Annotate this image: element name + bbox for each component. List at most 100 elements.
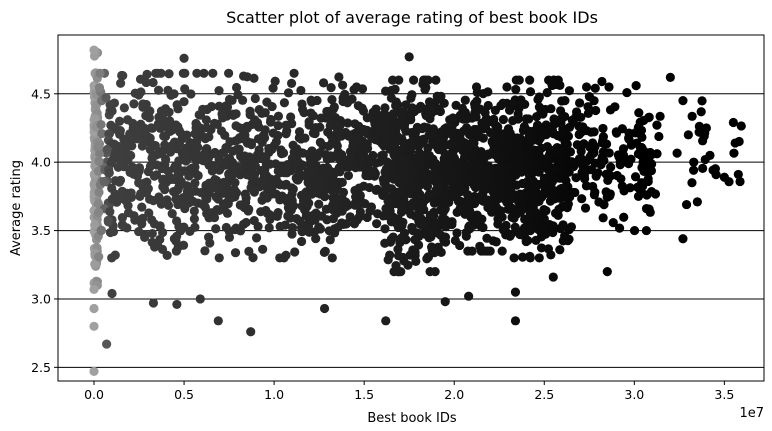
- data-point: [171, 236, 181, 246]
- data-point: [530, 207, 540, 217]
- data-point: [736, 121, 746, 131]
- data-point: [563, 199, 573, 209]
- data-point: [228, 110, 238, 121]
- data-point: [214, 253, 224, 263]
- data-point: [389, 146, 399, 156]
- data-point: [202, 194, 212, 204]
- data-point: [123, 115, 133, 125]
- data-point: [556, 106, 566, 116]
- data-point: [351, 82, 362, 92]
- data-point: [172, 100, 182, 110]
- data-point: [398, 113, 408, 123]
- data-point: [110, 250, 120, 260]
- data-point: [574, 154, 585, 164]
- data-point: [476, 246, 486, 256]
- data-point: [555, 245, 565, 255]
- data-point: [353, 101, 363, 111]
- data-point: [326, 82, 336, 93]
- data-point: [460, 197, 470, 207]
- data-point: [300, 190, 311, 200]
- data-point: [641, 225, 652, 236]
- data-point: [424, 189, 434, 199]
- data-point: [542, 88, 552, 98]
- data-point: [297, 133, 307, 143]
- data-point: [240, 189, 250, 199]
- data-point: [583, 108, 593, 119]
- data-point: [379, 124, 389, 134]
- data-point: [462, 160, 473, 170]
- data-point: [546, 104, 556, 114]
- data-point: [616, 174, 626, 184]
- data-point: [221, 101, 231, 111]
- data-point: [392, 131, 402, 141]
- data-point: [154, 149, 165, 159]
- data-point: [654, 131, 664, 142]
- data-point: [317, 211, 327, 221]
- data-point: [245, 106, 255, 116]
- data-point: [665, 72, 675, 82]
- data-point: [511, 170, 521, 180]
- data-point: [148, 77, 158, 88]
- data-point: [481, 195, 492, 205]
- data-point: [428, 220, 438, 230]
- data-point: [464, 291, 474, 301]
- data-point: [297, 161, 307, 171]
- data-point: [121, 140, 131, 151]
- data-point: [401, 126, 411, 136]
- data-point: [119, 103, 129, 113]
- data-point: [165, 147, 176, 157]
- data-point: [201, 183, 211, 193]
- chart-title: Scatter plot of average rating of best b…: [226, 8, 598, 27]
- data-point: [572, 140, 582, 150]
- data-point: [95, 148, 105, 158]
- data-point: [177, 130, 187, 140]
- data-point: [524, 131, 534, 142]
- data-point: [159, 108, 169, 118]
- data-point: [589, 127, 599, 137]
- data-point: [560, 96, 570, 106]
- x-axis-offset-label: 1e7: [739, 406, 764, 421]
- data-point: [608, 218, 618, 228]
- data-point: [297, 104, 308, 114]
- data-point: [470, 102, 480, 112]
- data-point: [137, 202, 147, 212]
- data-point: [216, 126, 227, 136]
- data-point: [578, 161, 588, 171]
- data-point: [324, 226, 334, 236]
- data-point: [393, 100, 403, 110]
- data-point: [145, 161, 155, 171]
- y-tick-label: 4.5: [31, 86, 51, 101]
- data-point: [513, 150, 523, 160]
- data-point: [311, 233, 321, 244]
- data-point: [105, 207, 115, 217]
- data-point: [324, 106, 334, 117]
- data-point: [719, 172, 729, 182]
- data-point: [644, 113, 654, 123]
- data-point: [164, 69, 174, 79]
- data-point: [401, 100, 411, 110]
- data-point: [138, 99, 148, 109]
- data-point: [417, 219, 427, 229]
- data-point: [209, 118, 220, 128]
- data-point: [488, 236, 498, 246]
- data-point: [546, 78, 556, 88]
- data-point: [689, 157, 699, 167]
- data-point: [358, 124, 369, 135]
- data-point: [322, 154, 332, 164]
- data-point: [93, 199, 103, 209]
- data-point: [198, 104, 208, 114]
- data-point: [174, 138, 184, 149]
- data-point: [187, 150, 198, 160]
- data-point: [295, 216, 305, 226]
- data-point: [214, 101, 224, 111]
- data-point: [243, 206, 253, 216]
- data-point: [477, 118, 487, 128]
- data-point: [467, 138, 477, 148]
- data-point: [235, 170, 245, 180]
- data-point: [460, 95, 470, 105]
- data-point: [504, 194, 514, 204]
- data-point: [231, 82, 242, 93]
- data-point: [209, 148, 219, 159]
- data-point: [538, 109, 548, 119]
- data-point: [318, 163, 328, 173]
